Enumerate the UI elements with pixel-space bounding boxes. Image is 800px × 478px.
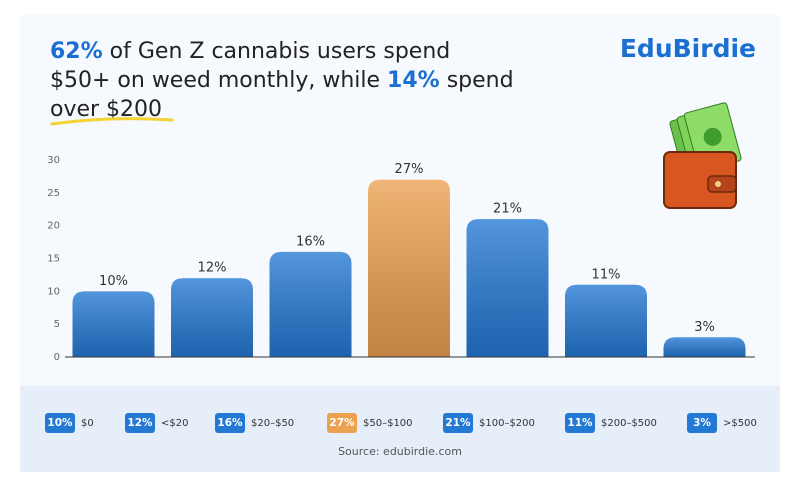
source: Source: edubirdie.com (338, 445, 462, 458)
y-tick-label: 30 (47, 155, 60, 166)
title-part: $50+ on weed monthly, while (50, 68, 387, 93)
y-tick-label: 15 (47, 254, 60, 265)
value-label: 27% (395, 162, 424, 177)
value-label: 12% (198, 261, 227, 276)
wallet-icon (663, 102, 742, 209)
bar-shade (663, 337, 746, 357)
underline (50, 117, 174, 126)
legend-category: $0 (81, 418, 94, 429)
legend-badge (565, 413, 595, 433)
y-tick-label: 5 (54, 319, 60, 330)
legend-badge (45, 413, 75, 433)
value-label: 21% (493, 202, 522, 217)
title-part: 62% (50, 39, 103, 64)
legend-badge-label: 21% (445, 417, 471, 429)
legend-badge-label: 3% (693, 417, 711, 429)
legend-badge (215, 413, 245, 433)
brand: EduBirdie (620, 34, 756, 63)
y-tick-label: 0 (54, 352, 60, 363)
bar-shade (466, 219, 549, 357)
legend-badge-label: 12% (127, 417, 153, 429)
bar-shade (72, 291, 155, 357)
legend-badge (687, 413, 717, 433)
legend-badge (443, 413, 473, 433)
value-label: 3% (694, 320, 715, 335)
legend-badge-label: 27% (329, 417, 355, 429)
legend-badge (125, 413, 155, 433)
title-part: spend (440, 68, 514, 93)
legend-badge-label: 11% (567, 417, 593, 429)
y-tick-label: 20 (47, 221, 60, 232)
legend-badge (327, 413, 357, 433)
value-label: 11% (592, 267, 621, 282)
value-label: 16% (296, 234, 325, 249)
bar-shade (565, 284, 647, 357)
bar-shade (269, 251, 352, 357)
legend-category: $200–$500 (601, 418, 657, 429)
legend-category: <$20 (161, 418, 188, 429)
chart-title: 62% of Gen Z cannabis users spend $50+ on… (50, 39, 514, 122)
y-tick-label: 10 (47, 286, 60, 297)
legend-badge-label: 10% (47, 417, 73, 429)
legend-category: $20–$50 (251, 418, 294, 429)
y-tick-label: 25 (47, 188, 60, 199)
legend-category: $100–$200 (479, 418, 535, 429)
title-part: of Gen Z cannabis users spend (103, 39, 451, 64)
bar-shade (171, 278, 253, 357)
title-part: 14% (387, 68, 440, 93)
value-label: 10% (99, 274, 128, 289)
legend-badge-label: 16% (217, 417, 243, 429)
bar-shade (368, 179, 450, 357)
legend-category: >$500 (723, 418, 757, 429)
legend-category: $50–$100 (363, 418, 413, 429)
